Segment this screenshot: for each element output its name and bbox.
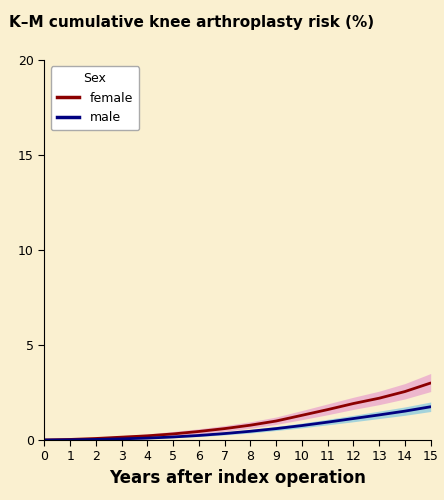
Legend: female, male: female, male — [51, 66, 139, 130]
X-axis label: Years after index operation: Years after index operation — [109, 469, 366, 487]
Text: K–M cumulative knee arthroplasty risk (%): K–M cumulative knee arthroplasty risk (%… — [9, 15, 374, 30]
